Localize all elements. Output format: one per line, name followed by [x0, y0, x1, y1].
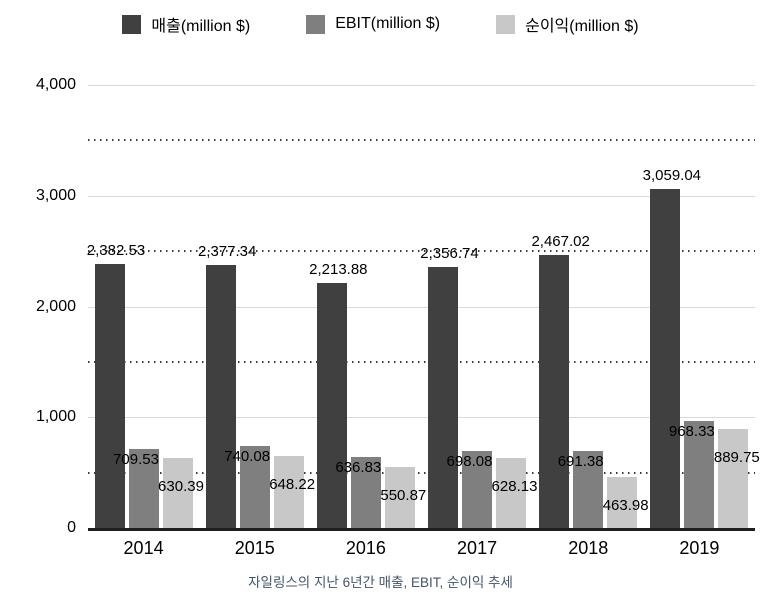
gridline-dotted	[88, 360, 755, 363]
y-axis-tick-label: 2,000	[35, 297, 76, 315]
bar-2019-series-0	[650, 189, 681, 528]
x-axis-tick-label: 2017	[457, 538, 498, 558]
bar-2017-series-0	[428, 267, 458, 528]
bar-2017-series-1	[462, 450, 492, 528]
legend-item-ebit: EBIT(million $)	[306, 14, 441, 34]
bar-2016-series-1	[350, 457, 381, 528]
x-axis: 2014 2015 2016 2017 2018 2019	[88, 538, 755, 562]
y-axis-tick-label: 1,000	[35, 408, 76, 426]
bar-2019-series-2	[718, 429, 749, 528]
legend-label-ebit: EBIT(million $)	[335, 15, 441, 32]
bar-group-2018: 2,467.02 691.38 463.98	[531, 85, 649, 528]
bar-2016-series-2	[384, 467, 415, 528]
legend-label-revenue: 매출(million $)	[151, 18, 251, 35]
netincome-swatch-icon	[496, 14, 516, 34]
bar-group-2019: 3,059.04 968.33 889.75	[643, 85, 760, 528]
gridline-solid	[88, 195, 755, 197]
gridline-dotted	[88, 471, 755, 474]
bar-2014-series-1	[128, 449, 159, 528]
bar-2014-series-0	[94, 264, 125, 528]
value-label-ebit: 636.83	[335, 459, 382, 477]
value-label-netincome: 648.22	[269, 476, 316, 494]
value-label-ebit: 968.33	[668, 422, 715, 440]
bar-group-2017: 2,356.74 698.08 628.13	[420, 85, 537, 528]
bar-2015-series-1	[239, 446, 270, 528]
bar-2017-series-2	[496, 458, 526, 528]
bar-2014-series-2	[162, 458, 193, 528]
gridline-solid	[88, 85, 755, 86]
y-axis-tick-label: 3,000	[35, 186, 76, 204]
bar-2018-series-1	[573, 451, 604, 528]
value-label-ebit: 691.38	[557, 453, 604, 471]
value-label-revenue: 2,356.74	[420, 245, 479, 262]
legend-label-netincome: 순이익(million $)	[525, 18, 639, 35]
value-label-revenue: 2,467.02	[531, 232, 590, 250]
value-label-netincome: 630.39	[158, 478, 204, 496]
legend-item-revenue: 매출(million $)	[122, 12, 250, 36]
legend: 매출(million $) EBIT(million $) 순이익(millio…	[0, 10, 761, 38]
value-label-netincome: 550.87	[380, 486, 427, 504]
value-label-netincome: 628.13	[491, 478, 538, 496]
gridline-solid	[88, 306, 755, 308]
bar-group-2014: 2,382.53 709.53 630.39	[87, 85, 204, 528]
plot-area: 2,382.53 709.53 630.39 2,377.34 740.08 648.22…	[87, 85, 760, 531]
bar-2019-series-1	[684, 420, 715, 528]
x-axis-tick-label: 2014	[123, 538, 164, 558]
value-label-ebit: 740.08	[224, 448, 271, 466]
bar-group-2016: 2,213.88 636.83 550.87	[309, 85, 426, 528]
bar-2015-series-0	[205, 264, 236, 528]
value-label-revenue: 2,213.88	[309, 260, 368, 278]
gridline-dotted	[88, 250, 755, 253]
x-axis-tick-label: 2018	[568, 538, 609, 558]
gridline-solid	[88, 417, 755, 419]
value-label-revenue: 2,382.53	[86, 242, 146, 260]
value-label-revenue: 3,059.04	[642, 167, 702, 185]
x-axis-tick-label: 2019	[679, 538, 720, 558]
legend-item-netincome: 순이익(million $)	[496, 12, 639, 36]
bar-2018-series-0	[539, 254, 570, 528]
value-label-netincome: 889.75	[713, 449, 760, 467]
chart-caption: 자일링스의 지난 6년간 매출, EBIT, 순이익 추세	[248, 575, 513, 590]
y-axis: 0 1,000 2,000 3,000 4,000	[0, 76, 76, 536]
y-axis-tick-label: 0	[67, 519, 76, 536]
revenue-swatch-icon	[122, 14, 142, 34]
value-label-ebit: 698.08	[446, 452, 493, 470]
bar-2016-series-0	[316, 282, 347, 528]
bar-2015-series-2	[273, 456, 304, 528]
value-label-netincome: 463.98	[602, 496, 649, 514]
value-label-ebit: 709.53	[113, 451, 159, 469]
y-axis-tick-label: 4,000	[35, 76, 76, 93]
bar-2018-series-2	[607, 476, 638, 528]
x-axis-tick-label: 2016	[345, 538, 386, 558]
x-axis-tick-label: 2015	[234, 538, 275, 558]
bar-group-2015: 2,377.34 740.08 648.22	[198, 85, 315, 528]
value-label-revenue: 2,377.34	[197, 242, 257, 260]
gridline-dotted	[88, 139, 755, 142]
ebit-swatch-icon	[306, 14, 326, 34]
